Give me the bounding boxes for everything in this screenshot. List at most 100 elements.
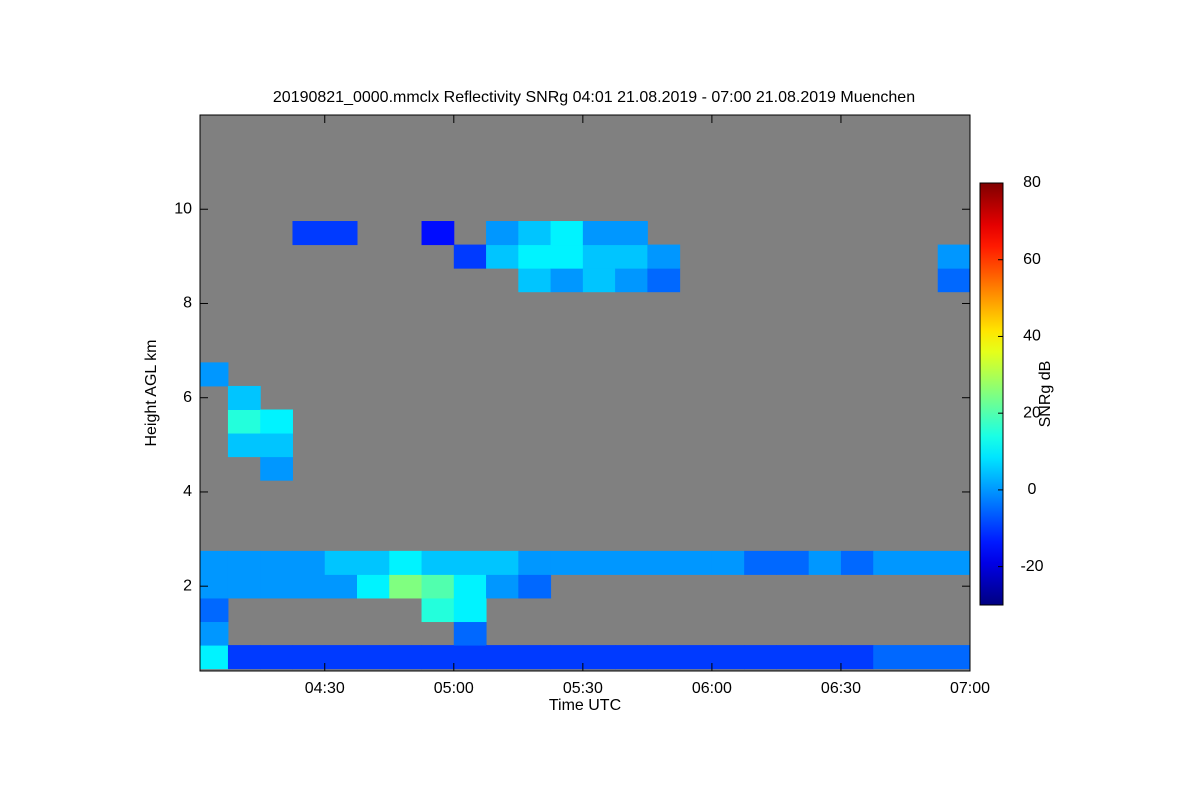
heatmap-cell	[421, 574, 455, 599]
heatmap-cell	[647, 550, 681, 575]
heatmap-cell	[260, 574, 293, 599]
heatmap-cell	[808, 645, 842, 670]
heatmap-cell	[905, 645, 939, 670]
heatmap-cell	[647, 645, 681, 670]
heatmap-cell	[518, 574, 552, 599]
heatmap-cell	[937, 645, 970, 670]
heatmap-cell	[227, 574, 261, 599]
heatmap-cell	[711, 550, 745, 575]
heatmap-cell	[937, 244, 970, 269]
heatmap-cell	[200, 597, 229, 623]
chart-title: 20190821_0000.mmclx Reflectivity SNRg 04…	[273, 89, 915, 106]
heatmap-cell	[518, 221, 552, 246]
heatmap-cell	[357, 645, 390, 670]
colorbar-tick-label: 0	[1028, 481, 1037, 498]
heatmap-cell	[292, 550, 326, 575]
heatmap-cell	[453, 621, 487, 646]
heatmap-cell	[840, 645, 874, 670]
y-tick-label: 6	[183, 389, 192, 406]
heatmap-cell	[421, 645, 455, 670]
y-tick-label: 2	[183, 577, 192, 594]
colorbar-tick-label: 40	[1023, 328, 1041, 345]
heatmap-cell	[550, 221, 584, 246]
heatmap-cell	[615, 221, 648, 246]
colorbar-tick-label: 20	[1023, 404, 1041, 421]
y-axis-label: Height AGL km	[143, 339, 160, 446]
heatmap-cell	[582, 244, 616, 269]
heatmap-cell	[357, 574, 390, 599]
heatmap-cell	[421, 221, 455, 246]
x-tick-label: 07:00	[950, 680, 990, 697]
heatmap-cell	[937, 550, 970, 575]
heatmap-cell	[615, 645, 648, 670]
heatmap-cell	[711, 645, 745, 670]
heatmap-cell	[389, 574, 423, 599]
x-tick-label: 05:30	[563, 680, 603, 697]
heatmap-cell	[453, 597, 487, 623]
colorbar-label: SNRg dB	[1037, 361, 1054, 428]
heatmap-cell	[518, 268, 552, 293]
heatmap-cell	[324, 645, 358, 670]
heatmap-cell	[518, 244, 552, 269]
heatmap-cell	[292, 574, 326, 599]
heatmap-cell	[227, 645, 261, 670]
colorbar-tick-label: 60	[1023, 251, 1041, 268]
heatmap-cell	[421, 597, 455, 623]
heatmap-cell	[647, 268, 681, 293]
heatmap-cell	[227, 409, 261, 434]
heatmap-cell	[453, 645, 487, 670]
heatmap-cell	[421, 550, 455, 575]
x-tick-label: 06:00	[692, 680, 732, 697]
heatmap-cell	[808, 550, 842, 575]
heatmap-cell	[486, 574, 519, 599]
heatmap-cell	[200, 645, 229, 670]
heatmap-cell	[550, 550, 584, 575]
heatmap-cell	[486, 645, 519, 670]
colorbar-tick-label: -20	[1020, 558, 1043, 575]
heatmap-cell	[744, 550, 777, 575]
heatmap-cell	[615, 268, 648, 293]
x-tick-label: 04:30	[305, 680, 345, 697]
heatmap-cell	[453, 244, 487, 269]
x-tick-label: 05:00	[434, 680, 474, 697]
heatmap-cell	[227, 550, 261, 575]
heatmap-cell	[550, 244, 584, 269]
heatmap-cell	[389, 645, 423, 670]
heatmap-cell	[324, 221, 358, 246]
heatmap-cell	[260, 645, 293, 670]
heatmap-cell	[292, 645, 326, 670]
heatmap-cell	[550, 645, 584, 670]
heatmap-cell	[615, 550, 648, 575]
heatmap-cell	[937, 268, 970, 293]
heatmap-cell	[453, 574, 487, 599]
heatmap-cell	[776, 550, 810, 575]
plot-frame	[199, 114, 971, 672]
heatmap-cell	[486, 244, 519, 269]
heatmap-cell	[453, 550, 487, 575]
heatmap-cell	[582, 221, 616, 246]
heatmap-cell	[518, 645, 552, 670]
heatmap-cell	[260, 409, 293, 434]
heatmap-cell	[227, 433, 261, 458]
heatmap-cell	[582, 268, 616, 293]
heatmap-cell	[873, 550, 906, 575]
heatmap-cell	[292, 221, 326, 246]
heatmap-cell	[389, 550, 423, 575]
heatmap-cell	[357, 550, 390, 575]
heatmap-cell	[615, 244, 648, 269]
heatmap-cell	[582, 645, 616, 670]
heatmap-cell	[324, 574, 358, 599]
heatmap-cell	[679, 645, 713, 670]
colorbar-tick-label: 80	[1023, 174, 1041, 191]
heatmap-cell	[873, 645, 906, 670]
heatmap-cell	[324, 550, 358, 575]
x-axis-label: Time UTC	[549, 697, 621, 714]
heatmap-cell	[518, 550, 552, 575]
heatmap-cell	[260, 550, 293, 575]
heatmap-cell	[776, 645, 810, 670]
heatmap-cell	[679, 550, 713, 575]
y-tick-label: 8	[183, 295, 192, 312]
heatmap-cell	[200, 621, 229, 646]
heatmap-cell	[260, 433, 293, 458]
